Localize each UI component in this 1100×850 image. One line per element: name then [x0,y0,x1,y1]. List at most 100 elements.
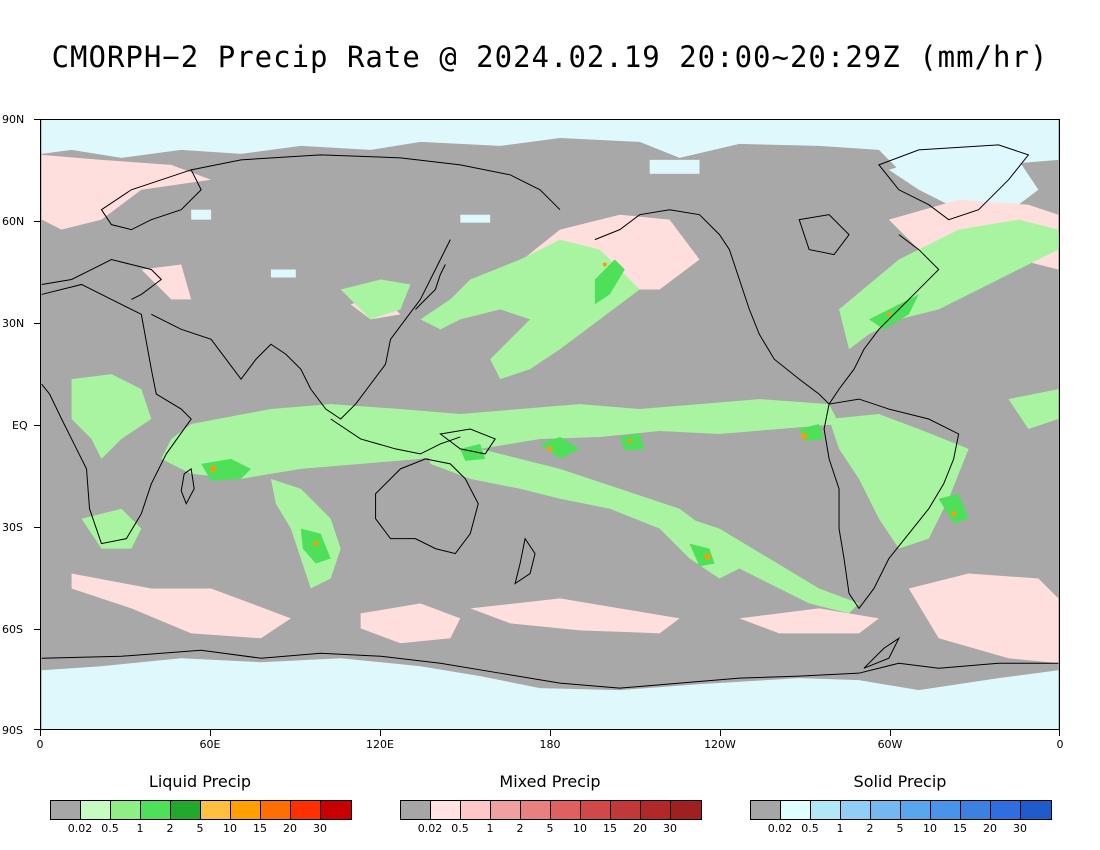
legend-tick-label: 15 [953,822,967,835]
legend-swatch [141,801,171,819]
legend-title-liquid: Liquid Precip [148,772,252,791]
legend-swatch [291,801,321,819]
legend-tick-label: 20 [283,822,297,835]
legend-tick-label: 30 [1013,822,1027,835]
coast-north-america-west [728,249,830,405]
legend-swatch [811,801,841,819]
legend-swatch [231,801,261,819]
legend-tick-label: 5 [196,822,204,835]
coast-russia-north [191,154,561,211]
map-title: CMORPH−2 Precip Rate @ 2024.02.19 20:00~… [51,40,1049,74]
legend-swatch [111,801,141,819]
legend-ticks-mixed: 0.02 0.5 1 2 5 10 15 20 30 [400,822,700,836]
legend-tick-label: 1 [486,822,494,835]
coast-new-zealand [514,537,536,585]
lat-tick [34,729,40,730]
precip-map [40,119,1060,730]
legend-swatch [641,801,671,819]
legend-swatch [321,801,351,819]
legend-bar-liquid [50,800,352,820]
legend-swatch [201,801,231,819]
lon-tick [720,730,721,736]
legend-ticks-solid: 0.02 0.5 1 2 5 10 15 20 30 [750,822,1050,836]
coast-antarctica [41,649,1059,689]
coast-alaska [594,209,730,250]
legend-swatch [551,801,581,819]
legend-swatch [841,801,871,819]
lat-tick [34,323,40,324]
lat-label-30s: 30S [2,521,23,534]
legend-tick-label: 5 [546,822,554,835]
lon-tick [1059,730,1060,736]
coast-indonesia [330,418,461,455]
legend-tick-label: 2 [166,822,174,835]
legend-swatch [171,801,201,819]
coast-arabia-india [151,313,312,390]
legend-tick-label: 20 [633,822,647,835]
legend-swatch [871,801,901,819]
lon-tick [40,730,41,736]
lon-label-0-west: 0 [36,738,44,751]
lon-label-0-east: 0 [1056,738,1064,751]
legend-swatch [611,801,641,819]
legend-tick-label: 0.5 [801,822,819,835]
legend-tick-label: 0.02 [67,822,93,835]
legend-tick-label: 10 [223,822,237,835]
coast-scandinavia [100,169,202,231]
legend-tick-label: 2 [516,822,524,835]
legend-bar-mixed [400,800,702,820]
legend-swatch [991,801,1021,819]
legend-ticks-liquid: 0.02 0.5 1 2 5 10 15 20 30 [50,822,350,836]
legend-tick-label: 1 [836,822,844,835]
legend-tick-label: 10 [923,822,937,835]
coast-south-america [823,398,960,610]
legend-swatch [901,801,931,819]
lon-tick [380,730,381,736]
legend-swatch [931,801,961,819]
legend-tick-label: 0.02 [417,822,443,835]
coast-new-guinea [439,428,496,455]
legend-tick-label: 0.5 [101,822,119,835]
coast-madagascar [180,467,195,505]
legend-tick-label: 0.5 [451,822,469,835]
lat-label-90s: 90S [2,724,23,737]
legend-bar-solid [750,800,1052,820]
coast-hudson-bay [798,214,850,256]
legend-swatch [521,801,551,819]
lat-tick [34,119,40,120]
legend-swatch [81,801,111,819]
legend-tick-label: 5 [896,822,904,835]
lon-label-60w: 60W [877,738,903,751]
legend-swatch [751,801,781,819]
lat-tick [34,527,40,528]
lat-tick [34,629,40,630]
legend-swatch [431,801,461,819]
lon-tick [210,730,211,736]
lon-label-120e: 120E [366,738,394,751]
legend-swatch [581,801,611,819]
legend-title-solid: Solid Precip [853,772,947,791]
lat-label-eq: EQ [12,419,28,432]
legend-tick-label: 2 [866,822,874,835]
lat-label-60s: 60S [2,623,23,636]
legend-title-mixed: Mixed Precip [499,772,601,791]
legend-tick-label: 30 [663,822,677,835]
lat-label-30n: 30N [2,317,25,330]
legend-tick-label: 10 [573,822,587,835]
antarctic-snow-region [41,658,1059,729]
coast-japan [415,264,446,310]
coast-antarctic-peninsula [863,636,901,669]
legend-swatch [401,801,431,819]
legend-swatch [491,801,521,819]
legend-tick-label: 15 [253,822,267,835]
coast-australia [375,458,479,555]
lon-tick [550,730,551,736]
legend-swatch [261,801,291,819]
lon-label-180: 180 [539,738,561,751]
legend-swatch [671,801,701,819]
legend-swatch [781,801,811,819]
precip-map-svg [41,120,1059,729]
legend-tick-label: 20 [983,822,997,835]
legend-tick-label: 15 [603,822,617,835]
coastlines [41,144,1059,689]
